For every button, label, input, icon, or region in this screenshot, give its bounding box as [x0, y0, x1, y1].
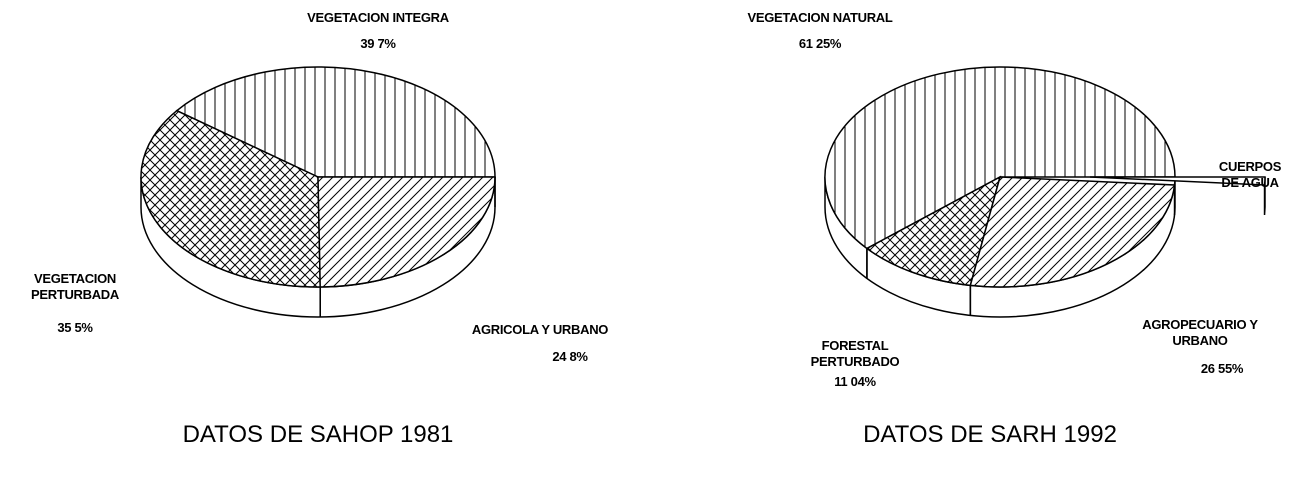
value-label: 11 04%: [834, 374, 876, 389]
pie-slice: [865, 175, 1002, 287]
pie-slice: [969, 176, 1176, 288]
slice-label: AGROPECUARIO Y URBANO: [1142, 317, 1258, 348]
value-label: 26 55%: [1200, 361, 1244, 376]
pie-slice: [317, 176, 496, 288]
value-label: 61 25%: [798, 36, 842, 51]
chart-title: DATOS DE SAHOP 1981: [182, 421, 454, 448]
value-label: 35 5%: [57, 320, 93, 335]
chart-title: DATOS DE SARH 1992: [863, 421, 1117, 448]
slice-label: AGRICOLA Y URBANO: [471, 322, 609, 337]
value-label: 39 7%: [360, 36, 396, 51]
pie-slice: [140, 109, 321, 288]
slice-label: VEGETACION INTEGRA: [307, 10, 449, 25]
pie-slice: [824, 66, 1176, 250]
pie-slice: [1089, 176, 1266, 186]
value-label: 24 8%: [552, 349, 588, 364]
pie-slice: [175, 66, 496, 178]
slice-label: VEGETACION PERTURBADA: [30, 271, 119, 302]
slice-label: CUERPOS DE AGUA: [1218, 159, 1282, 190]
slice-label: FORESTAL PERTURBADO: [810, 338, 900, 369]
slice-label: VEGETACION NATURAL: [747, 10, 893, 25]
